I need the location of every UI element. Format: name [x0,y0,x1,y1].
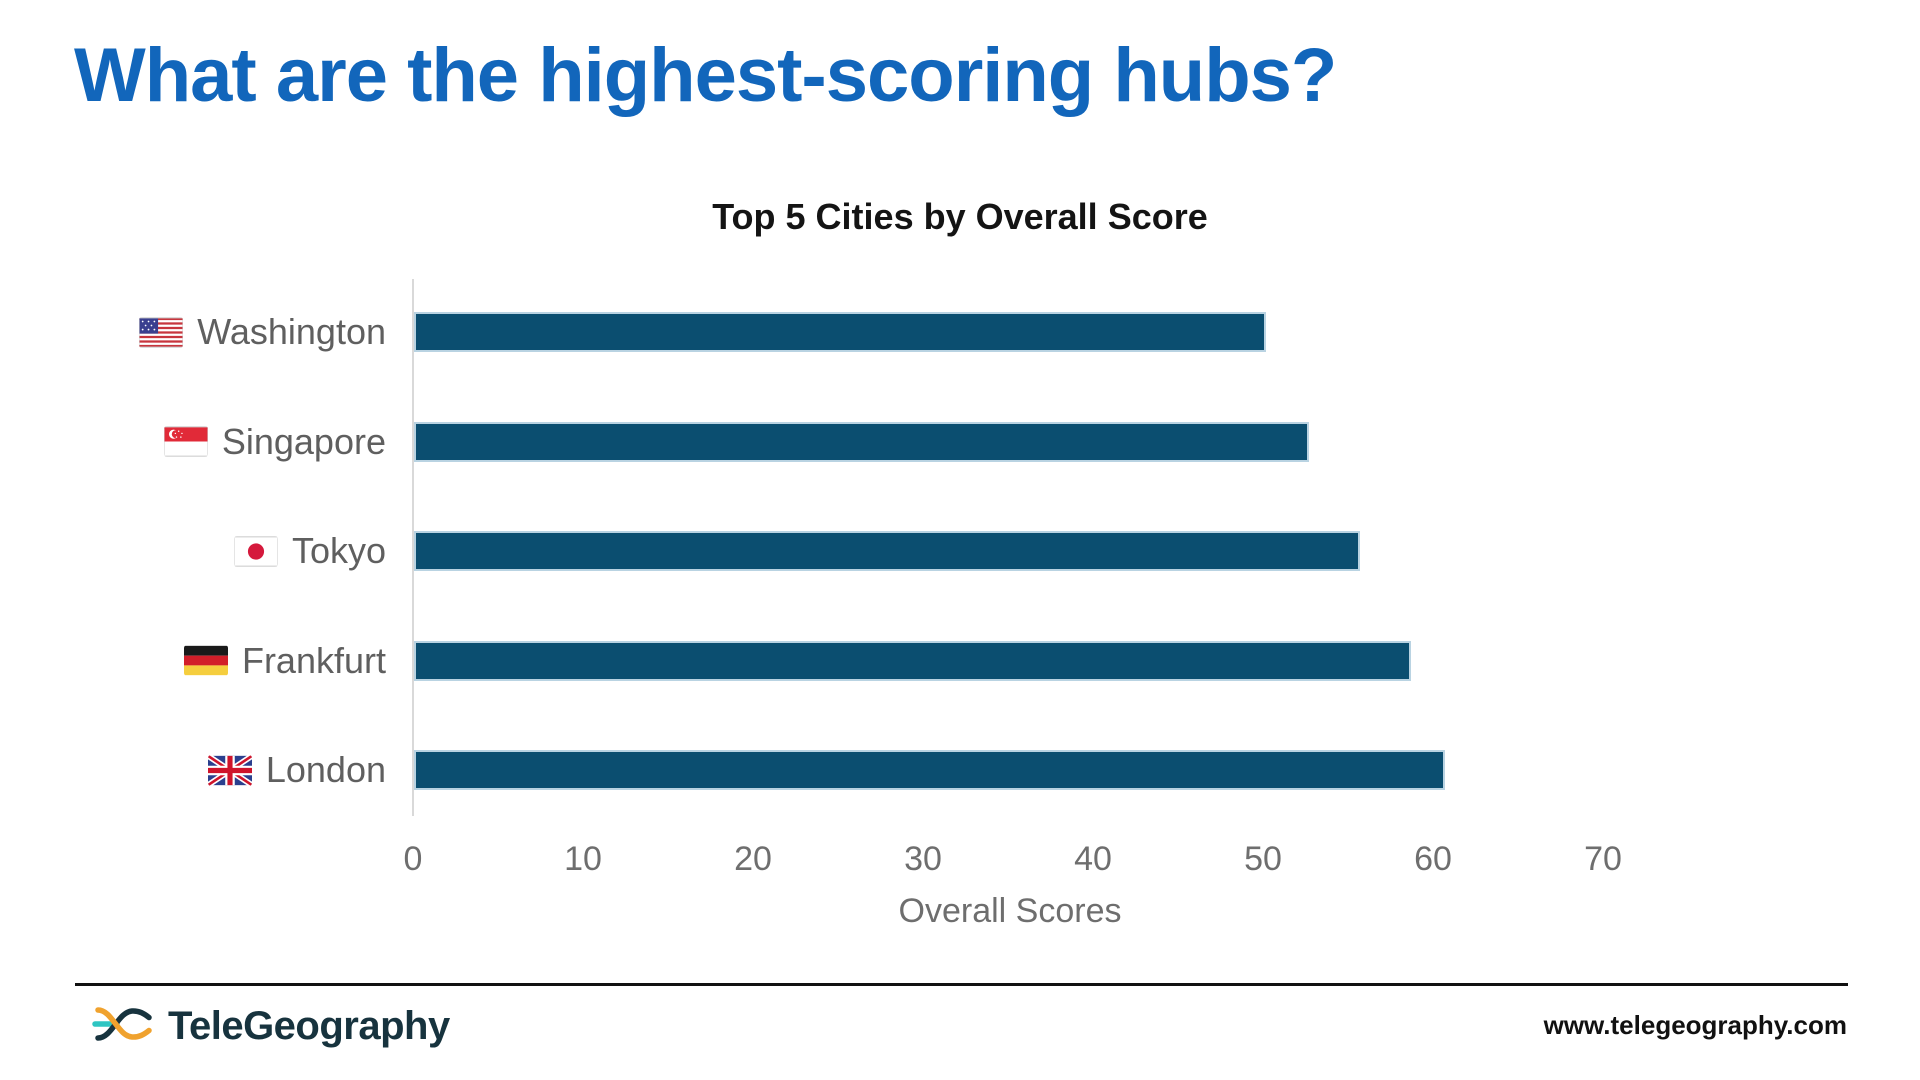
x-tick-label: 50 [1244,840,1282,878]
category-label: Washington [139,309,386,355]
bar-tokyo [414,531,1360,571]
category-label: Frankfurt [183,638,386,684]
bar-washington [414,312,1266,352]
footer-divider [75,983,1848,986]
chart-title: Top 5 Cities by Overall Score [712,196,1208,237]
x-tick-label: 60 [1414,840,1452,878]
bar-london [414,750,1445,790]
category-label: London [207,747,386,793]
x-tick-label: 10 [564,840,602,878]
x-tick-label: 20 [734,840,772,878]
website-url: www.telegeography.com [1543,1010,1847,1040]
category-label: Singapore [163,419,386,465]
germany-flag-icon [183,645,228,676]
page-title: What are the highest-scoring hubs? [74,33,1337,118]
singapore-flag-icon [163,426,208,457]
category-name: Washington [197,311,386,352]
x-tick-label: 40 [1074,840,1112,878]
brand-name: TeleGeography [168,1004,450,1048]
category-name: London [265,749,386,790]
brand-logo: TeleGeography [92,1000,450,1053]
us-flag-icon [139,316,184,348]
x-tick-label: 0 [403,840,423,878]
japan-flag-icon [233,535,278,567]
category-name: Frankfurt [241,639,386,681]
category-name: Tokyo [291,530,386,571]
category-name: Singapore [221,420,386,462]
uk-flag-icon [207,754,252,786]
x-tick-label: 70 [1584,840,1622,878]
category-label: Tokyo [233,528,386,574]
x-axis-label: Overall Scores [898,892,1122,930]
telegeography-x-logo-icon [92,1000,154,1053]
y-axis-line [412,279,414,816]
bar-singapore [414,421,1309,462]
bar-frankfurt [414,640,1411,681]
x-tick-label: 30 [904,840,942,878]
